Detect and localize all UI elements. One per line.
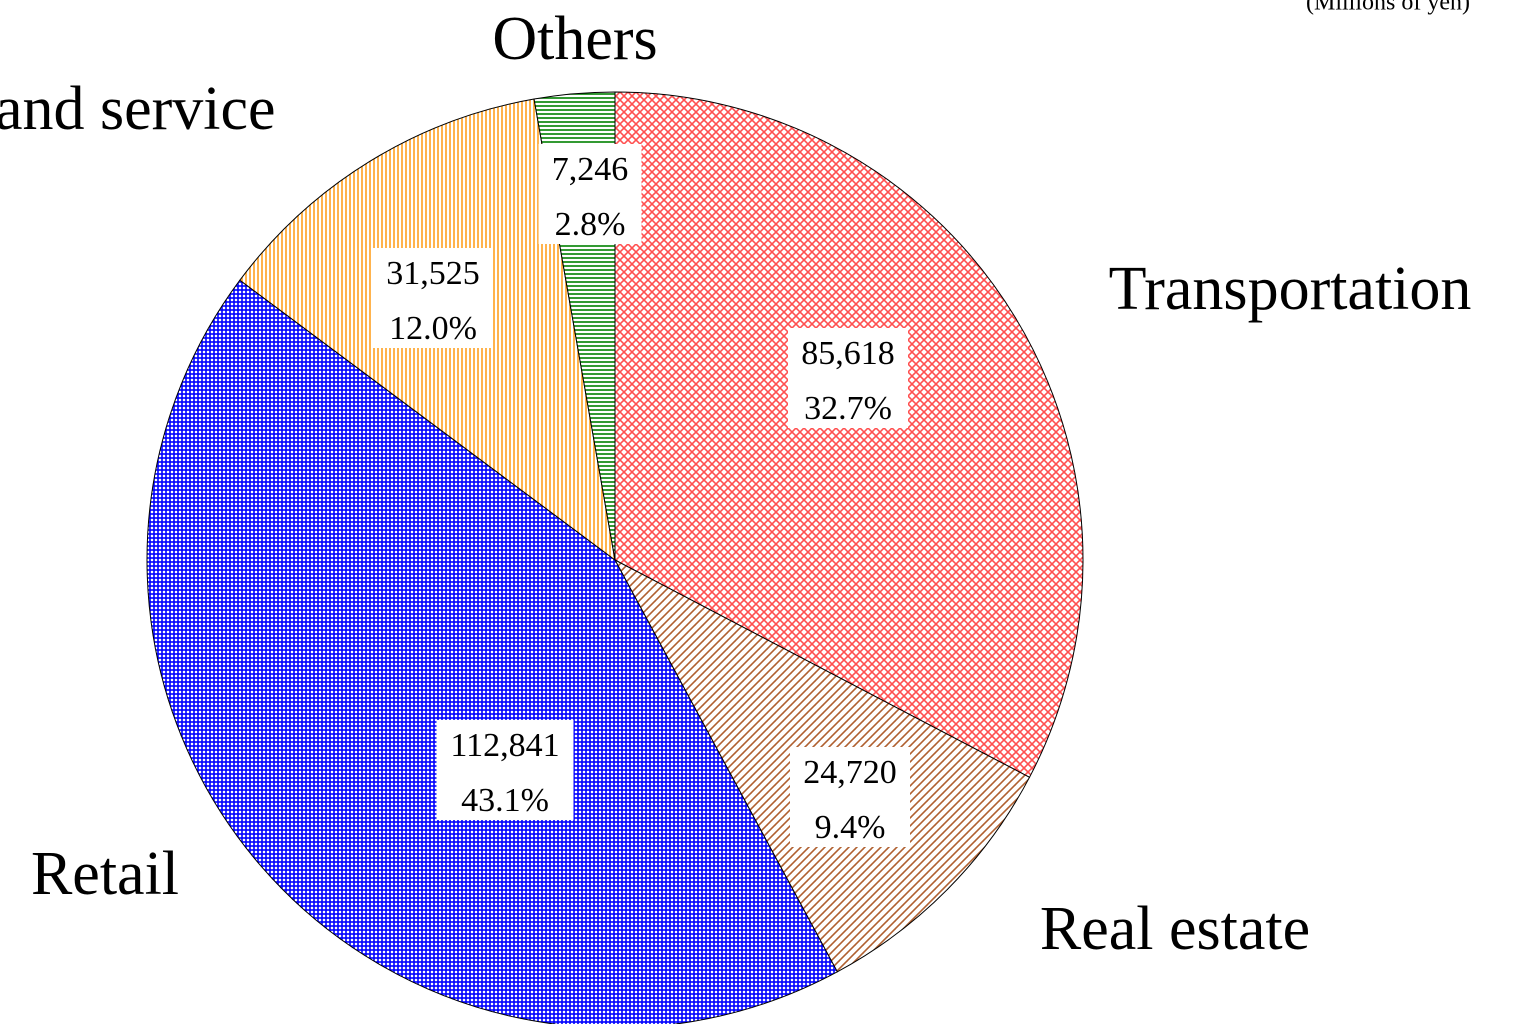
label-box [790, 747, 910, 847]
percent-label: 32.7% [804, 390, 892, 427]
category-label: Others [492, 5, 657, 73]
pie-slice [146, 279, 838, 1024]
unit-label: (Millions of yen) [1306, 0, 1470, 16]
percent-label: 9.4% [815, 809, 886, 846]
value-label: 31,525 [386, 255, 480, 292]
percent-label: 2.8% [555, 206, 626, 243]
label-box [538, 144, 642, 244]
label-box [436, 720, 574, 820]
category-label: and service [0, 75, 276, 143]
pie-slice [614, 91, 1084, 778]
value-label: 7,246 [552, 151, 629, 188]
percent-label: 12.0% [389, 310, 477, 347]
category-label: Transportation [1109, 255, 1472, 323]
category-label: Retail [31, 840, 179, 908]
value-label: 24,720 [803, 754, 897, 791]
percent-label: 43.1% [461, 782, 549, 819]
category-label: Real estate [1040, 895, 1310, 963]
label-box [373, 248, 493, 348]
value-label: 85,618 [801, 335, 895, 372]
label-box [788, 328, 908, 428]
value-label: 112,841 [450, 727, 559, 764]
